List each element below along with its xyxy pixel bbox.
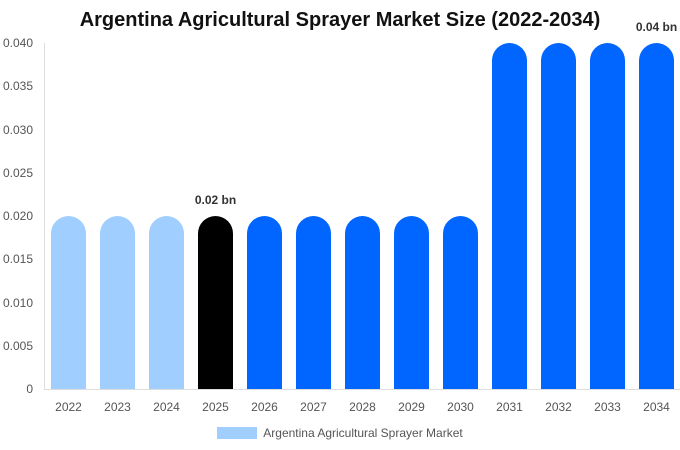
y-tick-label: 0.040 [2, 36, 33, 50]
y-tick-label: 0.035 [2, 79, 33, 94]
x-tick-label: 2034 [643, 400, 670, 414]
bar-2033[interactable] [590, 43, 625, 389]
chart-title: Argentina Agricultural Sprayer Market Si… [79, 9, 601, 31]
x-tick-label: 2030 [447, 400, 474, 414]
y-tick-label: 0.020 [2, 209, 33, 223]
bar-2028[interactable] [345, 216, 380, 389]
y-tick-label: 0.005 [2, 338, 33, 353]
bar-2030[interactable] [443, 216, 478, 389]
y-tick-label: 0 [26, 382, 33, 396]
x-tick-label: 2024 [153, 400, 180, 414]
bar-2027[interactable] [296, 216, 331, 389]
bar-2031[interactable] [492, 43, 527, 389]
bar-2032[interactable] [541, 43, 576, 389]
y-axis-line [44, 43, 45, 389]
x-tick-label: 2032 [545, 400, 572, 414]
x-tick-label: 2029 [398, 400, 425, 414]
bar-2026[interactable] [247, 216, 282, 389]
y-tick-label: 0.010 [2, 295, 33, 310]
bar-2025[interactable] [198, 216, 233, 389]
y-tick-label: 0.015 [2, 252, 33, 267]
x-tick-label: 2031 [496, 400, 523, 414]
legend-label: Argentina Agricultural Sprayer Market [263, 426, 463, 440]
x-tick-label: 2022 [55, 400, 82, 414]
legend-swatch [217, 427, 258, 439]
x-tick-label: 2028 [349, 400, 376, 414]
x-axis-line [44, 389, 680, 390]
bar-2023[interactable] [100, 216, 135, 389]
bar-2034[interactable] [639, 43, 674, 389]
bar-2029[interactable] [394, 216, 429, 389]
data-label-2034: 0.04 bn [635, 20, 678, 34]
x-tick-label: 2023 [104, 400, 131, 414]
data-label-2025: 0.02 bn [194, 193, 237, 207]
x-tick-label: 2026 [251, 400, 278, 414]
x-tick-label: 2033 [594, 400, 621, 414]
y-tick-label: 0.030 [2, 122, 33, 137]
y-tick-label: 0.025 [2, 165, 33, 180]
x-tick-label: 2027 [300, 400, 327, 414]
bar-2022[interactable] [51, 216, 86, 389]
legend: Argentina Agricultural Sprayer Market [0, 426, 680, 440]
bar-2024[interactable] [149, 216, 184, 389]
x-tick-label: 2025 [202, 400, 229, 414]
